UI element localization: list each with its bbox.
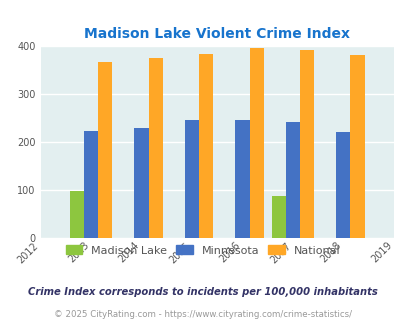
- Legend: Madison Lake, Minnesota, National: Madison Lake, Minnesota, National: [61, 241, 344, 260]
- Bar: [184, 120, 198, 238]
- Bar: [84, 131, 98, 238]
- Text: Crime Index corresponds to incidents per 100,000 inhabitants: Crime Index corresponds to incidents per…: [28, 287, 377, 297]
- Bar: [98, 61, 112, 238]
- Bar: [134, 127, 148, 238]
- Text: © 2025 CityRating.com - https://www.cityrating.com/crime-statistics/: © 2025 CityRating.com - https://www.city…: [54, 310, 351, 319]
- Bar: [198, 54, 213, 238]
- Bar: [70, 191, 84, 238]
- Bar: [235, 120, 249, 238]
- Title: Madison Lake Violent Crime Index: Madison Lake Violent Crime Index: [84, 27, 350, 41]
- Bar: [299, 50, 313, 238]
- Bar: [350, 55, 364, 238]
- Bar: [148, 58, 162, 238]
- Bar: [285, 122, 299, 238]
- Bar: [271, 196, 285, 238]
- Bar: [335, 132, 350, 238]
- Bar: [249, 48, 263, 238]
